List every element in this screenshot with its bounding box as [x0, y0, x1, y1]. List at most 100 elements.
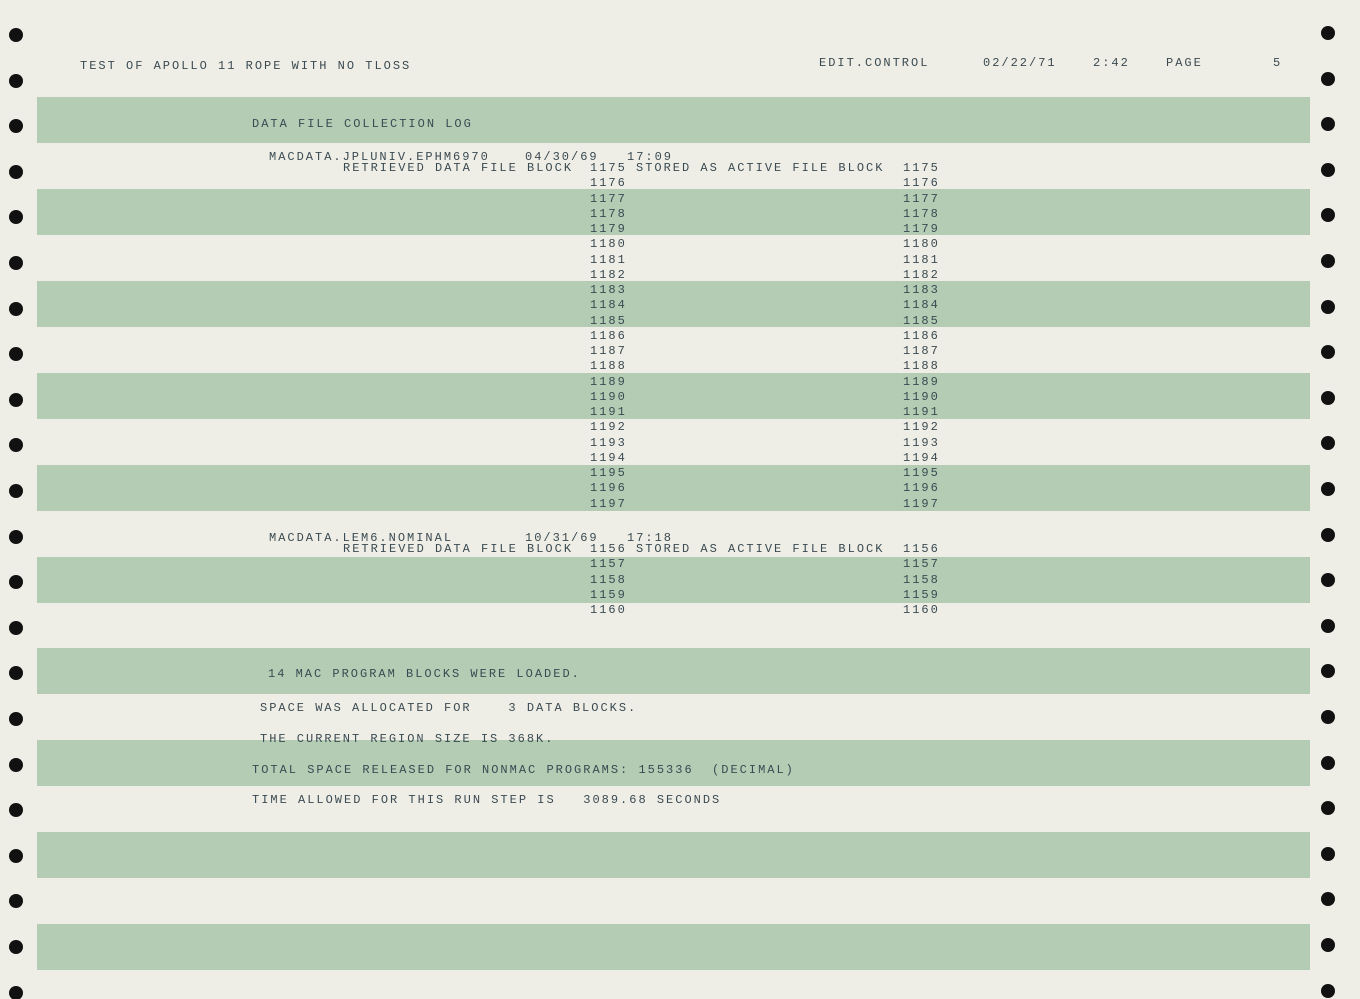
source-block: 1182 — [590, 267, 627, 282]
active-block: 1180 — [903, 237, 940, 252]
sprocket-hole — [9, 894, 23, 909]
sprocket-hole — [9, 484, 23, 498]
sprocket-hole — [9, 529, 23, 544]
sprocket-hole — [1321, 573, 1335, 588]
source-block: 1179 — [590, 222, 627, 236]
source-block: 1184 — [590, 298, 627, 313]
source-block: 1180 — [590, 237, 627, 252]
green-bar — [37, 464, 1310, 511]
sprocket-hole — [9, 438, 23, 453]
summary-line: TOTAL SPACE RELEASED FOR NONMAC PROGRAMS… — [252, 763, 795, 777]
sprocket-hole — [1321, 892, 1335, 907]
active-block: 1192 — [903, 420, 940, 435]
source-block: 1197 — [590, 496, 627, 511]
summary-line: TIME ALLOWED FOR THIS RUN STEP IS 3089.6… — [252, 793, 722, 807]
source-block: 1194 — [590, 450, 627, 465]
source-block: 1178 — [590, 206, 627, 221]
source-block: 1160 — [590, 603, 627, 617]
sprocket-hole — [1321, 983, 1335, 998]
source-block: 1156 — [590, 542, 627, 556]
sprocket-hole — [1321, 162, 1335, 177]
sprocket-hole — [9, 392, 23, 407]
dataset-date: 04/30/69 — [525, 150, 599, 164]
page-number: 5 — [1273, 56, 1283, 70]
active-block: 1181 — [903, 252, 940, 267]
source-block: 1159 — [590, 587, 627, 602]
report-time: 2:42 — [1093, 56, 1130, 70]
sprocket-hole — [1321, 390, 1335, 405]
sprocket-hole — [1321, 208, 1335, 223]
active-block: 1160 — [903, 603, 940, 617]
green-bar — [37, 740, 1310, 787]
active-block: 1176 — [903, 176, 940, 191]
retrieved-label: RETRIEVED DATA FILE BLOCK — [343, 542, 574, 556]
sprocket-hole — [1321, 482, 1335, 496]
active-block: 1182 — [903, 267, 940, 282]
stored-label: STORED AS ACTIVE FILE BLOCK — [636, 542, 885, 556]
active-block: 1193 — [903, 435, 940, 450]
green-bar — [37, 832, 1310, 879]
active-block: 1188 — [903, 359, 940, 374]
sprocket-hole — [9, 620, 23, 635]
sprocket-hole — [1321, 527, 1335, 542]
source-block: 1158 — [590, 572, 627, 587]
source-block: 1190 — [590, 389, 627, 404]
dataset-date: 10/31/69 — [525, 531, 599, 545]
active-block: 1177 — [903, 191, 940, 206]
source-block: 1176 — [590, 176, 627, 191]
dataset-name: MACDATA.JPLUNIV.EPHM6970 — [269, 150, 490, 164]
active-block: 1159 — [903, 587, 940, 602]
green-bar — [37, 648, 1310, 695]
summary-line: SPACE WAS ALLOCATED FOR 3 DATA BLOCKS. — [260, 701, 638, 715]
section-title: DATA FILE COLLECTION LOG — [252, 117, 473, 131]
source-block: 1193 — [590, 435, 627, 450]
green-bar — [37, 924, 1310, 971]
sprocket-hole — [9, 73, 23, 88]
dataset-time: 17:09 — [627, 150, 674, 164]
sprocket-hole — [9, 301, 23, 316]
source-block: 1177 — [590, 191, 627, 206]
active-block: 1183 — [903, 283, 940, 297]
sprocket-hole — [1321, 938, 1335, 952]
active-block: 1156 — [903, 542, 940, 556]
source-block: 1189 — [590, 374, 627, 389]
summary-line: 14 MAC PROGRAM BLOCKS WERE LOADED. — [268, 667, 581, 681]
active-block: 1195 — [903, 466, 940, 480]
sprocket-hole — [9, 575, 23, 590]
active-block: 1184 — [903, 298, 940, 313]
green-bar — [37, 556, 1310, 603]
sprocket-hole — [1321, 117, 1335, 132]
sprocket-hole — [9, 28, 23, 42]
sprocket-hole — [9, 757, 23, 772]
source-block: 1185 — [590, 313, 627, 328]
source-block: 1175 — [590, 161, 627, 175]
program-name: EDIT.CONTROL — [819, 56, 930, 70]
active-block: 1190 — [903, 389, 940, 404]
sprocket-hole — [1321, 299, 1335, 314]
page-label: PAGE — [1166, 56, 1203, 70]
dataset-time: 17:18 — [627, 531, 674, 545]
sprocket-hole — [9, 256, 23, 270]
active-block: 1186 — [903, 328, 940, 343]
sprocket-hole — [1321, 26, 1335, 40]
source-block: 1183 — [590, 283, 627, 297]
source-block: 1181 — [590, 252, 627, 267]
stored-label: STORED AS ACTIVE FILE BLOCK — [636, 161, 885, 175]
retrieved-label: RETRIEVED DATA FILE BLOCK — [343, 161, 574, 175]
sprocket-hole — [1321, 436, 1335, 451]
active-block: 1178 — [903, 206, 940, 221]
active-block: 1158 — [903, 572, 940, 587]
source-block: 1196 — [590, 481, 627, 496]
active-block: 1187 — [903, 344, 940, 358]
sprocket-hole — [9, 164, 23, 179]
source-block: 1195 — [590, 466, 627, 480]
dataset-name: MACDATA.LEM6.NOMINAL — [269, 531, 454, 545]
sprocket-hole — [9, 666, 23, 681]
source-block: 1186 — [590, 328, 627, 343]
active-block: 1194 — [903, 450, 940, 465]
green-bar — [37, 97, 1310, 143]
sprocket-hole — [9, 985, 23, 999]
active-block: 1189 — [903, 374, 940, 389]
green-bar — [37, 188, 1310, 235]
summary-line: THE CURRENT REGION SIZE IS 368K. — [260, 732, 555, 746]
